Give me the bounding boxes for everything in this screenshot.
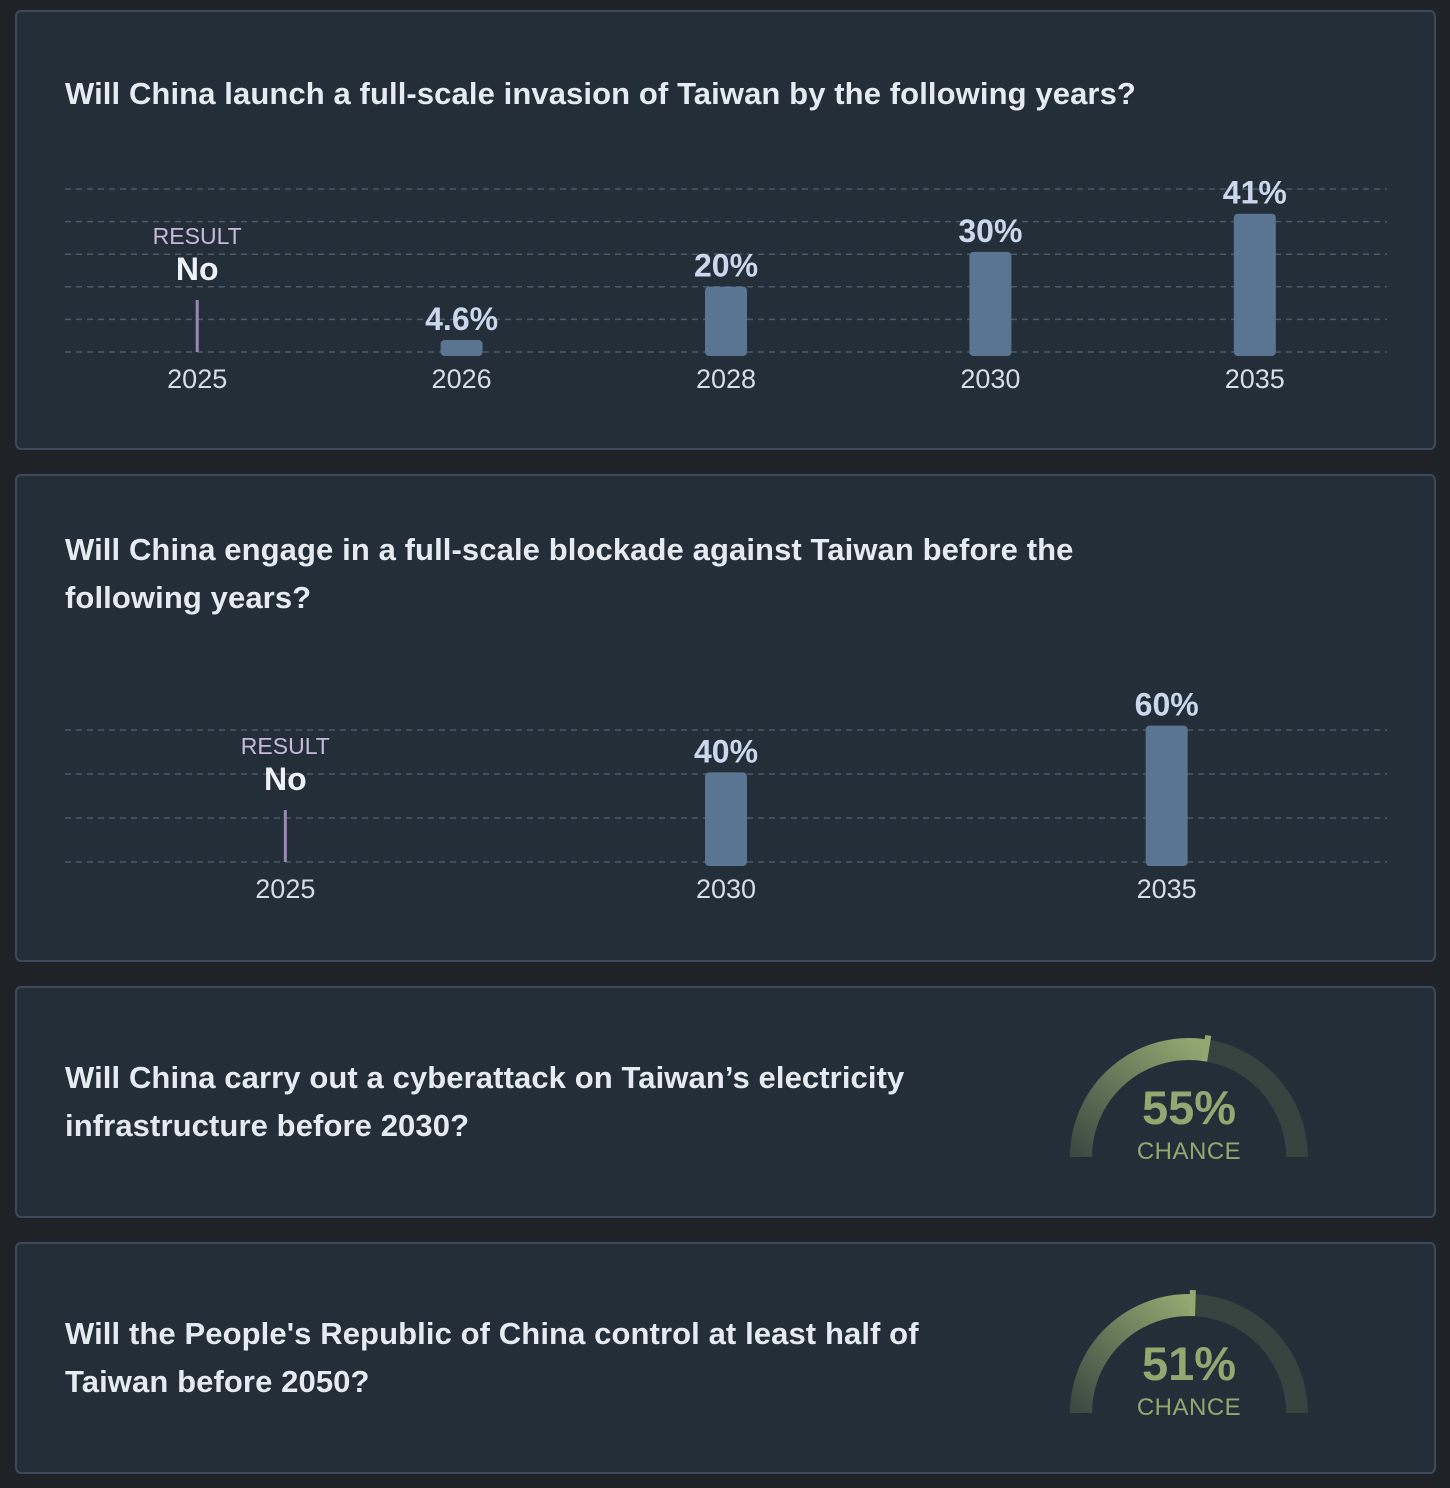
gauge-label: CHANCE xyxy=(1136,1138,1242,1165)
year-label: 2030 xyxy=(696,874,756,904)
result-label: RESULT xyxy=(241,733,330,759)
blockade-card[interactable]: Will China engage in a full-scale blocka… xyxy=(15,474,1436,962)
bar-2035 xyxy=(1233,213,1276,356)
gauge-label: CHANCE xyxy=(1136,1394,1242,1421)
year-label: 2025 xyxy=(167,364,227,394)
year-label: 2030 xyxy=(960,364,1020,394)
bar-2030 xyxy=(969,251,1012,356)
year-label: 2025 xyxy=(255,874,315,904)
bar-2028 xyxy=(705,286,747,356)
control-card[interactable]: Will the People's Republic of China cont… xyxy=(15,1242,1436,1474)
gauge-value: 55% xyxy=(1141,1081,1237,1134)
invasion-question: Will China launch a full-scale invasion … xyxy=(65,76,1136,111)
bar-value-label: 30% xyxy=(958,213,1022,249)
blockade-question: Will China engage in a full-scale blocka… xyxy=(65,532,1074,615)
invasion-card[interactable]: Will China launch a full-scale invasion … xyxy=(15,10,1436,450)
gauge-fill xyxy=(1070,1038,1208,1158)
gauge-value: 51% xyxy=(1141,1337,1237,1390)
year-label: 2028 xyxy=(696,364,756,394)
year-label: 2035 xyxy=(1225,364,1285,394)
bar-value-label: 20% xyxy=(694,248,758,284)
cyberattack-gauge: 55% CHANCE xyxy=(1069,1022,1309,1172)
bar-2026 xyxy=(440,340,483,356)
bar-2035 xyxy=(1145,725,1188,866)
bar-value-label: 41% xyxy=(1223,175,1287,211)
bar-2030 xyxy=(705,772,747,866)
gauge-fill xyxy=(1070,1294,1193,1414)
gauge-arc xyxy=(1070,1289,1308,1414)
result-value: No xyxy=(264,761,307,797)
year-label: 2035 xyxy=(1137,874,1197,904)
bar-value-label: 40% xyxy=(694,733,758,769)
control-question: Will the People's Republic of China cont… xyxy=(65,1316,919,1399)
result-value: No xyxy=(176,251,219,287)
cyberattack-card[interactable]: Will China carry out a cyberattack on Ta… xyxy=(15,986,1436,1218)
result-label: RESULT xyxy=(153,223,242,249)
gauge-arc xyxy=(1070,1035,1308,1158)
bar-value-label: 60% xyxy=(1135,687,1199,723)
bar-value-label: 4.6% xyxy=(425,301,498,337)
gauge-needle xyxy=(1201,1035,1212,1062)
gauge-needle xyxy=(1189,1289,1196,1317)
year-label: 2026 xyxy=(432,364,492,394)
control-gauge: 51% CHANCE xyxy=(1069,1278,1309,1428)
cyberattack-question: Will China carry out a cyberattack on Ta… xyxy=(65,1060,905,1143)
